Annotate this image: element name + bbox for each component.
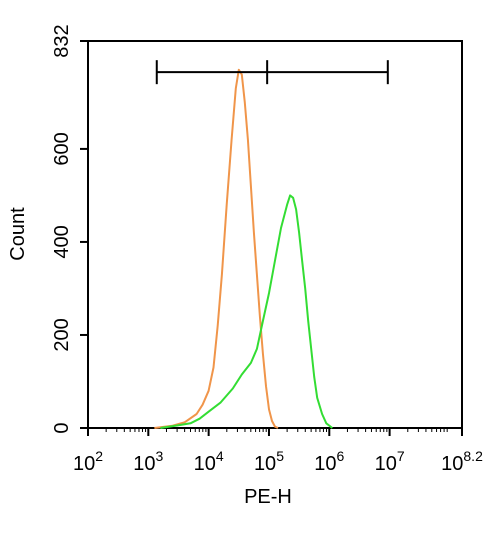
x-tick-label: 108.2	[441, 448, 483, 475]
x-axis-title: PE-H	[244, 486, 292, 508]
x-axis: 102 103 104 105 106 107 108.2	[73, 428, 483, 475]
y-axis-title: Count	[7, 207, 29, 261]
x-tick-label: 107	[375, 448, 405, 475]
y-tick-label: 400	[51, 225, 73, 258]
x-tick-label: 102	[73, 448, 103, 475]
x-tick-label: 105	[254, 448, 284, 475]
y-tick-label: 0	[51, 422, 73, 433]
series-layer	[154, 68, 333, 429]
plot-frame	[87, 40, 463, 429]
x-tick-label: 104	[194, 448, 224, 475]
y-tick-label: 600	[51, 132, 73, 165]
x-tick-label: 103	[133, 448, 163, 475]
gate-marker	[155, 60, 389, 85]
y-tick-label: 832	[51, 24, 73, 57]
series-line-2	[160, 194, 333, 429]
series-line-1	[154, 68, 279, 429]
y-tick-label: 200	[51, 318, 73, 351]
x-tick-label: 106	[314, 448, 344, 475]
y-axis: 0 200 400 600 832	[51, 24, 88, 434]
